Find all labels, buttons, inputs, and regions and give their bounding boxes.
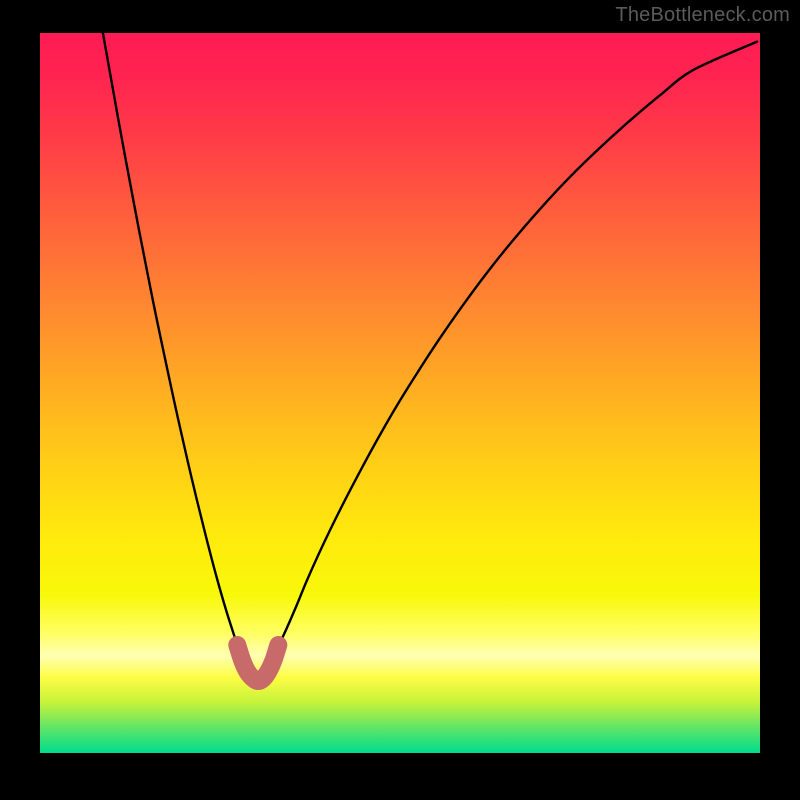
chart-svg	[0, 0, 800, 800]
chart-background	[40, 33, 760, 753]
